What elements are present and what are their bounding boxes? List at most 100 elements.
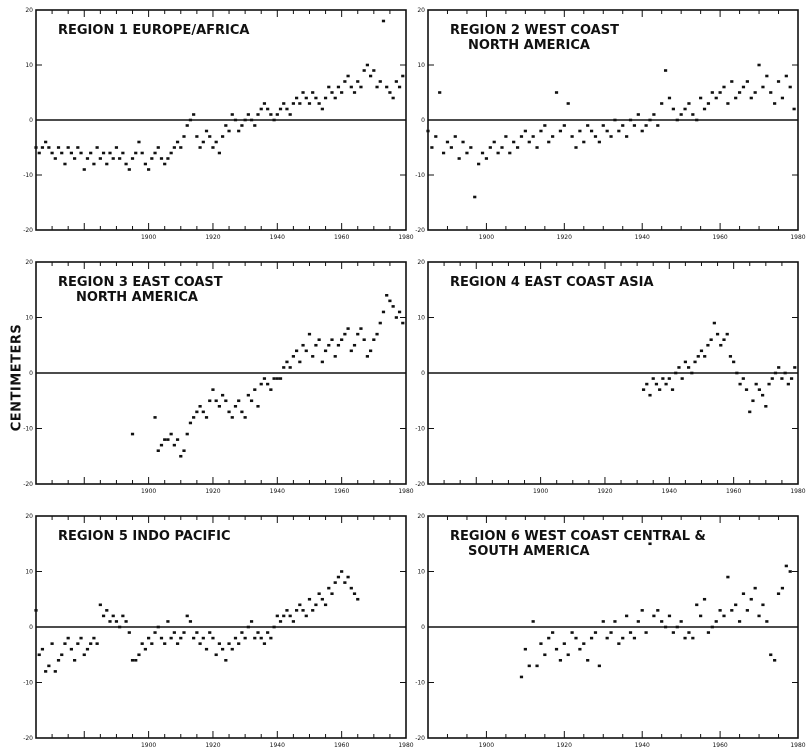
data-point (240, 410, 244, 414)
data-point (101, 151, 106, 155)
data-point (445, 140, 450, 144)
x-tick-label: 1960 (726, 488, 741, 495)
data-point (208, 631, 212, 634)
data-point (208, 135, 212, 138)
data-point (278, 377, 283, 380)
data-point (539, 642, 543, 645)
y-tick-label: -10 (415, 426, 425, 433)
panel-title: REGION 2 WEST COAST (450, 23, 619, 38)
data-point (182, 135, 186, 138)
y-tick-label: 0 (421, 624, 425, 631)
data-point (670, 388, 675, 391)
panel-title: REGION 5 INDO PACIFIC (58, 529, 231, 544)
data-point (37, 151, 41, 155)
data-point (438, 91, 442, 94)
data-point (230, 647, 234, 651)
data-point (159, 636, 164, 640)
data-point (566, 653, 570, 657)
data-point (266, 382, 270, 386)
data-point (362, 69, 366, 72)
y-tick-label: 0 (421, 117, 425, 124)
data-point (56, 146, 61, 149)
data-point (586, 659, 590, 662)
data-point (356, 597, 360, 601)
data-point (233, 118, 238, 122)
x-tick-label: 1920 (557, 234, 572, 241)
x-tick-label: 1920 (205, 742, 220, 749)
data-point (124, 620, 128, 623)
x-tick-label: 1900 (141, 742, 156, 749)
data-point (671, 107, 675, 111)
data-point (753, 91, 757, 94)
data-point (737, 91, 742, 94)
data-point (227, 129, 231, 133)
data-point (531, 135, 535, 138)
data-point (330, 91, 334, 94)
data-point (477, 162, 481, 166)
data-point (101, 614, 106, 618)
data-point (780, 96, 785, 100)
data-point (757, 614, 761, 618)
data-point (732, 360, 736, 364)
data-point (365, 355, 369, 358)
panel-title: NORTH AMERICA (468, 38, 590, 53)
data-point (757, 63, 761, 67)
data-point (221, 647, 225, 651)
data-point (667, 377, 671, 380)
data-point (695, 603, 699, 607)
data-point (34, 146, 38, 149)
data-point (237, 642, 241, 645)
x-tick-label: 1900 (141, 234, 156, 241)
data-point (89, 642, 93, 645)
data-point (654, 382, 659, 386)
data-point (554, 91, 559, 94)
data-point (449, 146, 453, 149)
data-point (582, 140, 586, 144)
data-point (256, 631, 260, 634)
data-point (515, 146, 520, 149)
data-point (282, 102, 286, 105)
data-point (95, 642, 99, 645)
data-point (690, 371, 694, 375)
data-point (388, 91, 392, 94)
data-point (327, 586, 331, 590)
data-point (710, 625, 714, 629)
y-tick-label: -10 (415, 172, 425, 179)
y-tick-label: 0 (29, 117, 33, 124)
data-point (243, 636, 247, 640)
data-point (605, 636, 609, 640)
data-point (352, 343, 357, 347)
data-point (118, 625, 122, 629)
data-point (621, 124, 625, 127)
y-tick-label: -20 (23, 481, 33, 488)
data-point (709, 338, 713, 341)
data-point (346, 327, 350, 330)
data-point (359, 327, 363, 330)
data-point (722, 614, 726, 618)
data-point (359, 85, 363, 89)
data-point (217, 405, 221, 408)
data-point (726, 575, 730, 579)
data-point (150, 157, 154, 160)
data-point (214, 399, 218, 403)
data-point (336, 343, 341, 347)
data-point (661, 377, 665, 380)
y-tick-label: 20 (25, 7, 33, 14)
y-tick-label: 10 (417, 62, 425, 69)
data-point (240, 631, 244, 634)
data-point (336, 575, 341, 579)
data-point (140, 642, 144, 645)
data-point (253, 388, 257, 391)
data-point (262, 642, 267, 645)
data-point (543, 124, 547, 127)
data-point (722, 85, 726, 89)
data-point (314, 96, 318, 100)
data-point (307, 332, 312, 336)
data-point (237, 129, 241, 133)
data-point (401, 74, 405, 78)
data-point (613, 620, 617, 623)
data-point (651, 377, 655, 380)
data-point (47, 664, 51, 668)
data-point (320, 107, 324, 111)
data-point (469, 146, 473, 149)
